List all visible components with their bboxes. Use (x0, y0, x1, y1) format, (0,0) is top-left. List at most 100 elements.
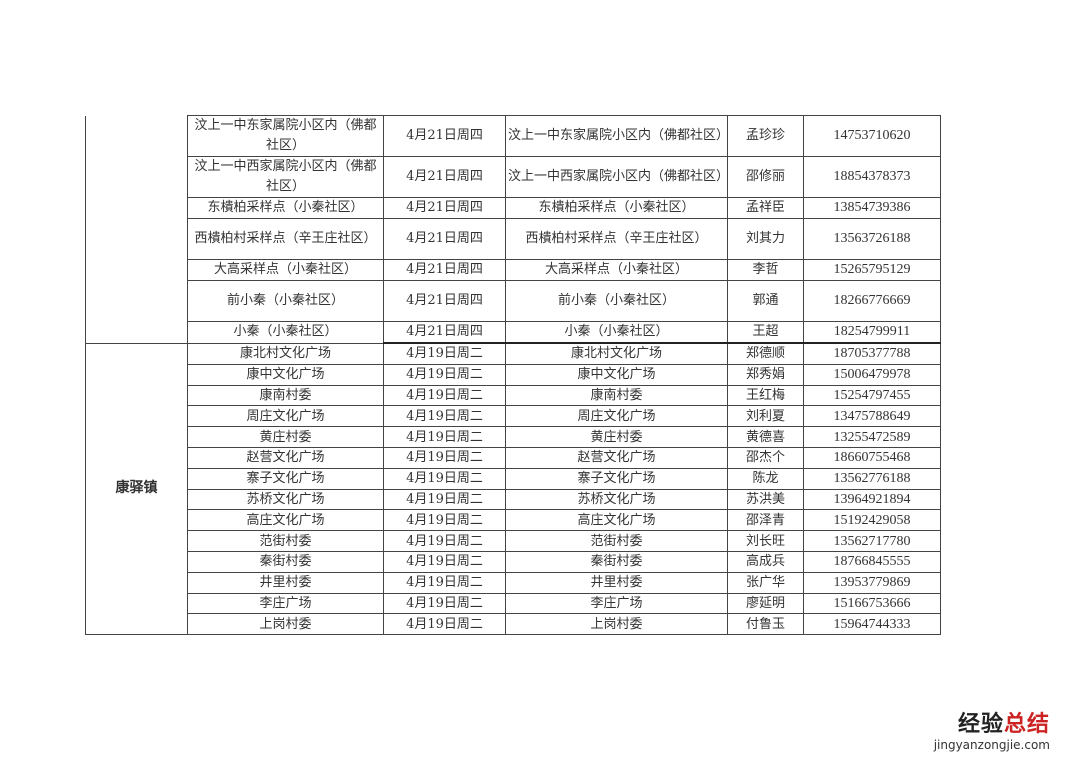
phone-cell: 18254799911 (803, 321, 941, 344)
phone-cell: 18266776669 (803, 280, 941, 322)
place-cell: 上岗村委 (187, 613, 384, 636)
place-cell: 西樻柏村采样点（辛王庄社区） (187, 218, 384, 260)
place-cell: 寨子文化广场 (187, 467, 384, 490)
table-row: 汶上一中东家属院小区内（佛都社区） 4月21日周四 汶上一中东家属院小区内（佛都社区… (85, 115, 941, 344)
date-cell: 4月19日周二 (383, 509, 506, 532)
contact-cell: 邵泽青 (727, 509, 804, 532)
date-cell: 4月19日周二 (383, 405, 506, 428)
place-cell: 汶上一中东家属院小区内（佛都社区） (187, 115, 384, 157)
location-cell: 汶上一中西家属院小区内（佛都社区） (505, 156, 728, 198)
location-cell: 苏桥文化广场 (505, 488, 728, 511)
place-cell: 黄庄村委 (187, 426, 384, 448)
watermark-url: jingyanzongjie.com (933, 738, 1050, 752)
contact-cell: 郑德顺 (727, 341, 804, 365)
table-row: 前小秦（小秦社区） 4月21日周四 前小秦（小秦社区） 郭通 18266776669 (86, 280, 941, 322)
location-cell: 康南村委 (505, 384, 728, 407)
phone-cell: 14753710620 (803, 115, 941, 157)
table-row: 秦街村委 4月19日周二 秦街村委 高成兵 18766845555 (86, 550, 941, 573)
date-cell: 4月21日周四 (383, 218, 506, 260)
phone-cell: 15192429058 (803, 509, 941, 532)
date-cell: 4月19日周二 (383, 384, 506, 407)
contact-cell: 苏洪美 (727, 488, 804, 511)
table-row: 上岗村委 4月19日周二 上岗村委 付鲁玉 15964744333 (86, 613, 941, 636)
phone-cell: 15166753666 (803, 592, 941, 615)
phone-cell: 13562717780 (803, 530, 941, 552)
phone-cell: 18854378373 (803, 156, 941, 198)
location-cell: 东樻柏采样点（小秦社区） (505, 197, 728, 219)
place-cell: 康中文化广场 (187, 363, 384, 386)
contact-cell: 陈龙 (727, 467, 804, 490)
location-cell: 周庄文化广场 (505, 405, 728, 428)
contact-cell: 郑秀娟 (727, 363, 804, 386)
place-cell: 东樻柏采样点（小秦社区） (187, 197, 384, 219)
date-cell: 4月19日周二 (383, 592, 506, 615)
date-cell: 4月21日周四 (383, 280, 506, 322)
table-row: 小秦（小秦社区） 4月21日周四 小秦（小秦社区） 王超 18254799911 (86, 321, 941, 344)
date-cell: 4月19日周二 (383, 341, 506, 365)
contact-cell: 邵杰个 (727, 446, 804, 469)
phone-cell: 13953779869 (803, 571, 941, 594)
contact-cell: 邵修丽 (727, 156, 804, 198)
table-row: 范街村委 4月19日周二 范街村委 刘长旺 13562717780 (86, 530, 941, 552)
place-cell: 高庄文化广场 (187, 509, 384, 532)
phone-cell: 13563726188 (803, 218, 941, 260)
phone-cell: 15006479978 (803, 363, 941, 386)
place-cell: 康南村委 (187, 384, 384, 407)
date-cell: 4月19日周二 (383, 363, 506, 386)
contact-cell: 黄德喜 (727, 426, 804, 448)
place-cell: 井里村委 (187, 571, 384, 594)
date-cell: 4月19日周二 (383, 426, 506, 448)
date-cell: 4月19日周二 (383, 571, 506, 594)
contact-cell: 刘其力 (727, 218, 804, 260)
location-cell: 大高采样点（小秦社区） (505, 259, 728, 281)
contact-cell: 王超 (727, 321, 804, 344)
location-cell: 小秦（小秦社区） (505, 321, 728, 344)
date-cell: 4月21日周四 (383, 197, 506, 219)
phone-cell: 13475788649 (803, 405, 941, 428)
phone-cell: 18766845555 (803, 550, 941, 573)
contact-cell: 孟珍珍 (727, 115, 804, 157)
location-cell: 康中文化广场 (505, 363, 728, 386)
table-row: 东樻柏采样点（小秦社区） 4月21日周四 东樻柏采样点（小秦社区） 孟祥臣 138547… (86, 197, 941, 219)
place-cell: 周庄文化广场 (187, 405, 384, 428)
place-cell: 秦街村委 (187, 550, 384, 573)
town-cell (85, 115, 188, 344)
table-row: 康南村委 4月19日周二 康南村委 王红梅 15254797455 (86, 384, 941, 407)
location-cell: 赵营文化广场 (505, 446, 728, 469)
phone-cell: 15964744333 (803, 613, 941, 636)
town-cell: 康驿镇 (85, 342, 188, 636)
testing-site-table: 汶上一中东家属院小区内（佛都社区） 4月21日周四 汶上一中东家属院小区内（佛都社区… (85, 115, 941, 636)
place-cell: 康北村文化广场 (187, 342, 384, 365)
place-cell: 小秦（小秦社区） (187, 321, 384, 344)
location-cell: 康北村文化广场 (505, 341, 728, 365)
location-cell: 井里村委 (505, 571, 728, 594)
phone-cell: 18660755468 (803, 446, 941, 469)
date-cell: 4月21日周四 (383, 156, 506, 198)
location-cell: 汶上一中东家属院小区内（佛都社区） (505, 115, 728, 157)
table-row: 康中文化广场 4月19日周二 康中文化广场 郑秀娟 15006479978 (86, 363, 941, 386)
phone-cell: 13964921894 (803, 488, 941, 511)
date-cell: 4月21日周四 (383, 321, 506, 344)
contact-cell: 王红梅 (727, 384, 804, 407)
contact-cell: 刘利夏 (727, 405, 804, 428)
place-cell: 汶上一中西家属院小区内（佛都社区） (187, 156, 384, 198)
location-cell: 高庄文化广场 (505, 509, 728, 532)
contact-cell: 廖延明 (727, 592, 804, 615)
contact-cell: 张广华 (727, 571, 804, 594)
date-cell: 4月19日周二 (383, 446, 506, 469)
watermark-brand: 经验总结 (957, 711, 1050, 737)
location-cell: 李庄广场 (505, 592, 728, 615)
location-cell: 西樻柏村采样点（辛王庄社区） (505, 218, 728, 260)
phone-cell: 15254797455 (803, 384, 941, 407)
table-row: 井里村委 4月19日周二 井里村委 张广华 13953779869 (86, 571, 941, 594)
contact-cell: 郭通 (727, 280, 804, 322)
table-row: 康驿镇 康北村文化广场 4月19日周二 康北村文化广场 郑德顺 18705377788 (85, 341, 941, 636)
phone-cell: 13854739386 (803, 197, 941, 219)
location-cell: 范街村委 (505, 530, 728, 552)
place-cell: 前小秦（小秦社区） (187, 280, 384, 322)
contact-cell: 高成兵 (727, 550, 804, 573)
place-cell: 李庄广场 (187, 592, 384, 615)
date-cell: 4月21日周四 (383, 115, 506, 157)
table-row: 高庄文化广场 4月19日周二 高庄文化广场 邵泽青 15192429058 (86, 509, 941, 532)
contact-cell: 李哲 (727, 259, 804, 281)
